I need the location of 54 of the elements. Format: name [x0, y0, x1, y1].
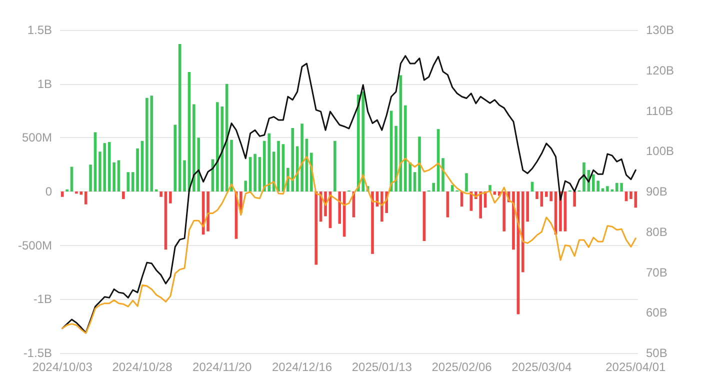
bar	[314, 192, 318, 265]
y-tick-label: -500M	[18, 238, 52, 252]
x-tick-label: 2024/12/16	[272, 360, 332, 374]
bar	[512, 192, 515, 250]
y-tick-label: 1.5B	[27, 23, 52, 37]
x-tick-label: 2025/03/04	[512, 360, 572, 374]
bar	[333, 140, 336, 192]
y2-tick-label: 80B	[646, 224, 668, 239]
x-tick-label: 2024/10/03	[32, 360, 93, 374]
y-tick-label: -1B	[33, 292, 52, 306]
bar	[183, 160, 186, 192]
bar	[254, 154, 256, 192]
y2-tick-label: 70B	[646, 265, 668, 280]
bar	[573, 192, 576, 207]
bar	[84, 192, 88, 204]
bar	[244, 180, 248, 192]
y-tick-label: 500M	[22, 130, 52, 145]
x-tick-label: 2024/11/20	[192, 360, 252, 374]
bar	[442, 158, 444, 192]
bar	[300, 124, 304, 192]
bar	[536, 192, 538, 200]
x-tick-label: 2025/04/01	[606, 360, 666, 374]
bar	[206, 192, 210, 232]
y2-tick-label: 100B	[646, 144, 674, 158]
line-series	[62, 156, 636, 334]
bar	[70, 166, 74, 192]
bar	[394, 126, 398, 192]
y-tick-label: 0	[45, 184, 52, 198]
bar	[230, 140, 233, 192]
y2-tick-label: 130B	[646, 23, 674, 37]
y2-tick-label: 110B	[646, 104, 674, 118]
bar	[169, 192, 172, 204]
bar	[122, 192, 125, 200]
bar	[418, 136, 421, 192]
bar	[89, 164, 92, 192]
bar	[174, 124, 177, 192]
x-tick-label: 2024/10/28	[112, 360, 173, 374]
bar	[160, 192, 162, 197]
bar	[60, 192, 64, 197]
y-tick-label: -1.5B	[23, 346, 52, 360]
y2-tick-label: 50B	[646, 346, 668, 360]
bar	[465, 173, 468, 192]
bar	[338, 192, 342, 224]
x-tick-label: 2025/01/13	[352, 360, 412, 374]
bar	[136, 148, 139, 192]
bar	[371, 192, 374, 254]
y2-tick-label: 90B	[646, 184, 668, 198]
y-tick-label: 1B	[37, 76, 52, 91]
x-tick-label: 2025/02/06	[432, 360, 492, 374]
bar	[126, 172, 130, 192]
y2-tick-label: 60B	[646, 306, 668, 320]
line-series	[62, 55, 636, 334]
bar	[277, 140, 280, 192]
y2-tick-label: 120B	[646, 63, 674, 78]
